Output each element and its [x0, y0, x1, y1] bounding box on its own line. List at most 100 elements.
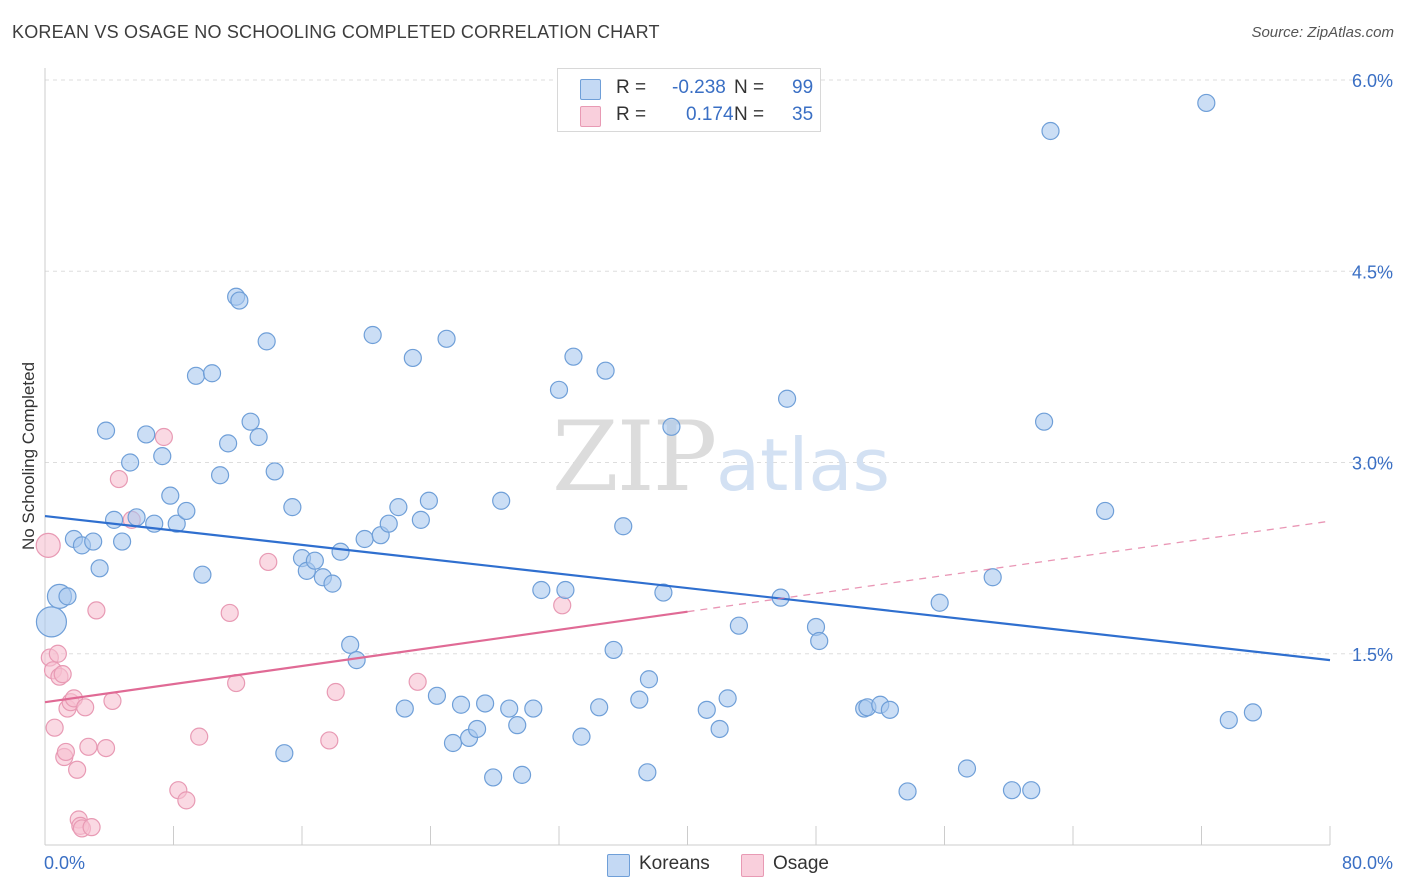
- osage-point: [35, 532, 61, 558]
- korean-point: [121, 453, 140, 472]
- osage-legend-swatch: [741, 854, 764, 877]
- korean-point: [484, 768, 503, 787]
- trend-lines: [44, 514, 1331, 704]
- korean-point: [112, 532, 132, 551]
- korean-point: [1243, 703, 1263, 722]
- korean-point: [556, 580, 575, 600]
- koreans-r-value: -0.238: [672, 77, 726, 98]
- korean-point: [241, 412, 260, 431]
- osage-point: [553, 596, 572, 615]
- korean-point: [104, 510, 124, 529]
- korean-point: [1197, 93, 1216, 113]
- korean-point: [572, 727, 591, 746]
- osage-point: [45, 718, 64, 737]
- koreans-trend-line: [44, 514, 1331, 662]
- korean-point: [614, 517, 633, 536]
- source-credit: Source: ZipAtlas.com: [1251, 24, 1394, 41]
- osage-point: [220, 603, 239, 623]
- osage-n-label: N =: [734, 104, 765, 125]
- chart-title: KOREAN VS OSAGE NO SCHOOLING COMPLETED C…: [12, 22, 660, 42]
- korean-point: [662, 417, 681, 436]
- osage-point: [53, 665, 72, 684]
- osage-series: [35, 427, 572, 838]
- korean-point: [127, 508, 146, 527]
- osage-point: [56, 742, 75, 762]
- y-tick-label: 3.0%: [1352, 454, 1393, 474]
- x-tick-labels: 0.0% 80.0%: [44, 853, 1393, 873]
- korean-point: [84, 532, 103, 551]
- osage-point: [87, 601, 106, 620]
- korean-point: [898, 782, 917, 801]
- korean-point: [983, 568, 1002, 587]
- korean-point: [443, 733, 463, 753]
- korean-point: [437, 329, 456, 348]
- osage-legend-label: Osage: [773, 853, 829, 874]
- osage-point: [96, 738, 116, 758]
- grid-lines: [45, 79, 1395, 655]
- korean-point: [275, 744, 294, 763]
- korean-point: [323, 574, 342, 593]
- osage-r-value: 0.174: [686, 104, 734, 125]
- korean-point: [363, 325, 382, 345]
- korean-point: [202, 364, 222, 383]
- osage-point: [154, 427, 173, 447]
- y-axis-label: No Schooling Completed: [19, 362, 38, 550]
- korean-point: [500, 699, 519, 718]
- korean-point: [186, 366, 206, 385]
- korean-point: [395, 699, 414, 718]
- koreans-n-label: N =: [734, 77, 765, 98]
- korean-point: [654, 583, 673, 602]
- korean-point: [403, 348, 422, 368]
- korean-point: [411, 510, 430, 529]
- y-tick-label: 1.5%: [1352, 645, 1393, 665]
- koreans-legend-label: Koreans: [639, 853, 710, 874]
- korean-point: [1034, 412, 1054, 431]
- korean-point: [729, 616, 749, 635]
- osage-trend-line: [44, 610, 688, 704]
- korean-point: [219, 434, 238, 453]
- korean-point: [283, 498, 302, 517]
- osage-point: [408, 672, 427, 691]
- korean-point: [604, 640, 623, 660]
- korean-point: [257, 332, 276, 351]
- korean-point: [512, 765, 532, 784]
- korean-point: [532, 580, 551, 600]
- korean-point: [638, 763, 657, 782]
- korean-point: [1041, 121, 1060, 141]
- korean-point: [177, 501, 196, 521]
- y-tick-labels: 1.5% 3.0% 4.5% 6.0%: [1352, 71, 1393, 665]
- korean-point: [777, 389, 797, 408]
- korean-point: [379, 514, 398, 533]
- korean-point: [467, 719, 487, 739]
- osage-point: [259, 552, 278, 572]
- korean-point: [193, 565, 212, 584]
- korean-point: [265, 462, 284, 481]
- y-tick-label: 6.0%: [1352, 71, 1393, 91]
- x-tick-label-min: 0.0%: [44, 853, 85, 873]
- korean-point: [90, 559, 109, 578]
- korean-point: [1022, 781, 1041, 800]
- korean-point: [564, 347, 583, 366]
- korean-point: [524, 699, 543, 718]
- korean-point: [427, 686, 447, 705]
- korean-point: [1002, 781, 1022, 800]
- korean-point: [341, 635, 360, 654]
- axes: [44, 68, 1331, 846]
- korean-point: [35, 606, 68, 638]
- korean-point: [492, 491, 511, 510]
- osage-r-label: R =: [616, 104, 647, 125]
- koreans-n-value: 99: [792, 77, 814, 98]
- osage-point: [326, 682, 345, 702]
- korean-point: [419, 491, 438, 510]
- watermark-zip: ZIP: [552, 401, 715, 513]
- x-tick-label-max: 80.0%: [1342, 853, 1393, 873]
- korean-point: [596, 361, 615, 380]
- osage-trend-extension: [687, 520, 1331, 613]
- korean-point: [305, 551, 324, 570]
- korean-point: [639, 670, 659, 689]
- correlation-legend: R = -0.238 N = 99 R = 0.174 N = 35: [557, 68, 821, 132]
- osage-point: [109, 469, 128, 489]
- koreans-swatch: [580, 79, 601, 100]
- korean-point: [249, 427, 268, 447]
